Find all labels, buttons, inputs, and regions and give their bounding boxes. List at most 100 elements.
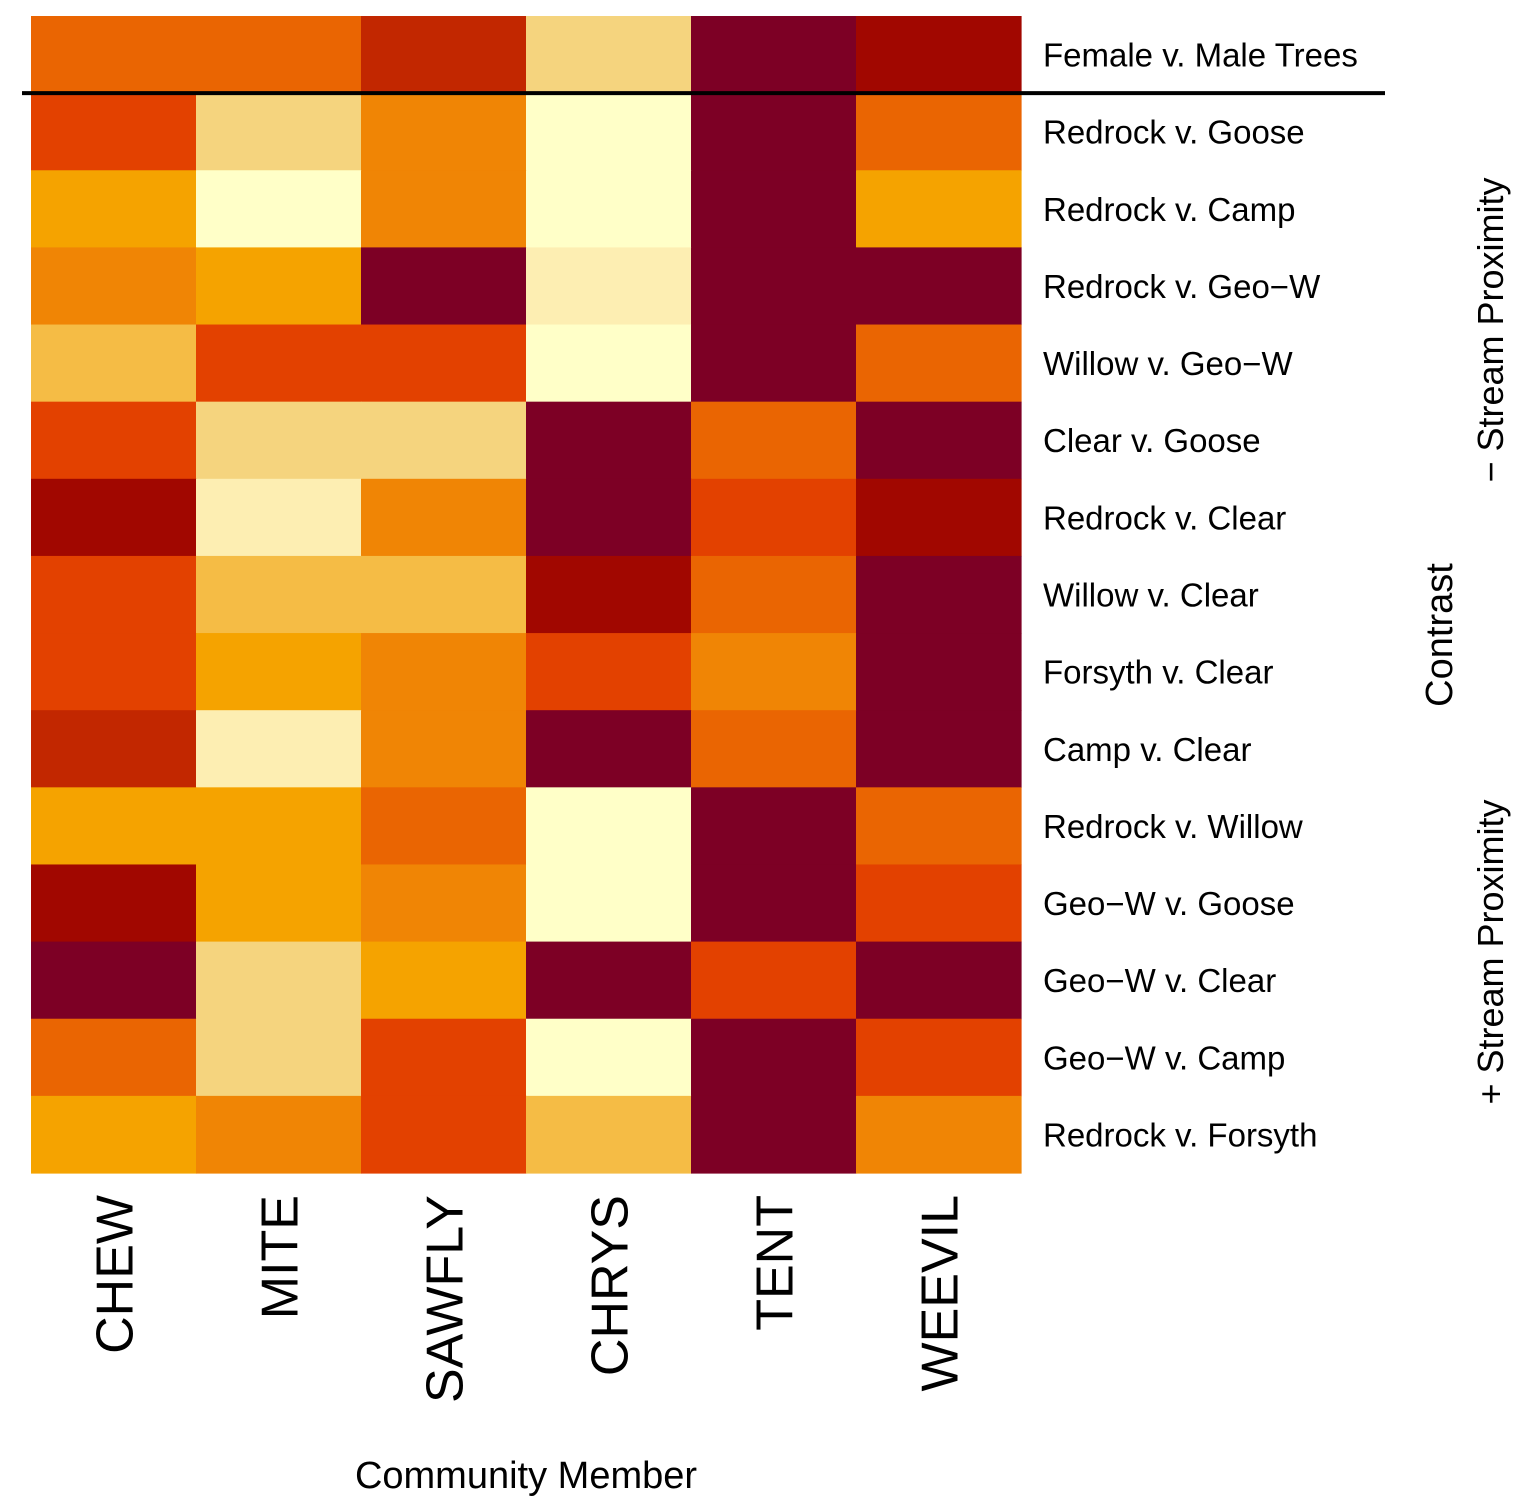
heatmap-cell [856,16,1022,94]
heatmap-cell [691,401,857,480]
heatmap-cell [361,941,527,1020]
row-label: Redrock v. Geo−W [1043,268,1321,305]
heatmap-cell [691,324,857,403]
heatmap-cell [196,941,362,1020]
heatmap-cell [31,710,197,788]
plus-stream-proximity-label: + Stream Proximity [1470,799,1511,1104]
row-label: Clear v. Goose [1043,422,1261,459]
row-label: Redrock v. Camp [1043,191,1295,228]
heatmap-cell [691,93,857,171]
row-label: Redrock v. Willow [1043,808,1303,845]
heatmap-cell [196,16,362,94]
heatmap-cell [691,941,857,1020]
heatmap-cell [856,941,1022,1020]
column-label: TENT [747,1195,805,1331]
heatmap-cell [361,787,527,866]
column-labels: CHEW MITE SAWFLY CHRYS TENT WEEVIL [87,1195,970,1403]
column-label: CHRYS [582,1195,640,1376]
heatmap-cell [856,633,1022,711]
row-label: Geo−W v. Camp [1043,1039,1285,1076]
heatmap-cell [31,93,197,171]
heatmap-cell [526,787,692,866]
y-axis-title: Contrast [1419,563,1461,707]
heatmap-cell [856,478,1022,557]
heatmap-cell [526,478,692,557]
row-label: Willow v. Clear [1043,577,1259,614]
heatmap-cell [196,1018,362,1097]
heatmap-cell [856,1018,1022,1097]
heatmap-cell [196,633,362,711]
row-label: Geo−W v. Clear [1043,962,1276,999]
heatmap-cell [691,555,857,634]
column-label: MITE [252,1195,310,1319]
heatmap-cell [196,555,362,634]
heatmap-cell [361,633,527,711]
heatmap-cell [196,1095,362,1174]
heatmap-cell [361,93,527,171]
heatmap-cell [526,93,692,171]
heatmap-cell [196,324,362,403]
heatmap-cell [196,864,362,943]
heatmap-cell [361,16,527,94]
heatmap-cell [196,787,362,866]
heatmap-cell [691,633,857,711]
heatmap-cell [856,401,1022,480]
heatmap-cell [526,710,692,788]
heatmap-cell [361,170,527,248]
heatmap-cell [31,941,197,1020]
heatmap-cell [361,1018,527,1097]
heatmap-cell [856,247,1022,326]
heatmap-cell [526,1018,692,1097]
heatmap-cell [856,787,1022,866]
heatmap-cell [526,555,692,634]
heatmap-cell [856,864,1022,943]
heatmap-cell [526,170,692,248]
heatmap-cell [691,1095,857,1174]
heatmap-cell [361,710,527,788]
heatmap-cell [856,555,1022,634]
heatmap-cell [691,864,857,943]
heatmap-cell [31,16,197,94]
heatmap-cell [196,710,362,788]
heatmap-cell [31,1095,197,1174]
row-label: Camp v. Clear [1043,731,1251,768]
column-label: CHEW [87,1195,145,1354]
heatmap-cell [526,633,692,711]
heatmap-cell [691,787,857,866]
heatmap-cell [361,864,527,943]
heatmap-cell [526,324,692,403]
column-label: WEEVIL [912,1195,970,1392]
row-label: Willow v. Geo−W [1043,345,1294,382]
heatmap-cell [196,93,362,171]
heatmap-cell [691,16,857,94]
heatmap-cell [361,555,527,634]
heatmap-cell [31,478,197,557]
heatmap-cell [31,864,197,943]
heatmap-cell [856,1095,1022,1174]
row-label: Redrock v. Goose [1043,114,1305,151]
heatmap-cell [361,324,527,403]
column-label: SAWFLY [417,1195,475,1403]
heatmap-cell [196,401,362,480]
heatmap-cell [691,710,857,788]
heatmap-cell [196,170,362,248]
heatmap-cell [691,478,857,557]
row-label: Forsyth v. Clear [1043,654,1273,691]
heatmap-cell [361,401,527,480]
heatmap-cell [31,247,197,326]
heatmap-cell [526,247,692,326]
x-axis-title: Community Member [355,1455,697,1497]
heatmap-cell [31,170,197,248]
row-label: Redrock v. Forsyth [1043,1116,1317,1153]
heatmap-cell [361,478,527,557]
heatmap-cell [691,1018,857,1097]
minus-stream-proximity-label: − Stream Proximity [1470,177,1511,482]
heatmap-cell [856,324,1022,403]
heatmap-cell [691,247,857,326]
heatmap-cell [856,710,1022,788]
heatmap-cell [31,401,197,480]
heatmap-cell [361,1095,527,1174]
heatmap-cell [526,941,692,1020]
row-label: Geo−W v. Goose [1043,885,1295,922]
